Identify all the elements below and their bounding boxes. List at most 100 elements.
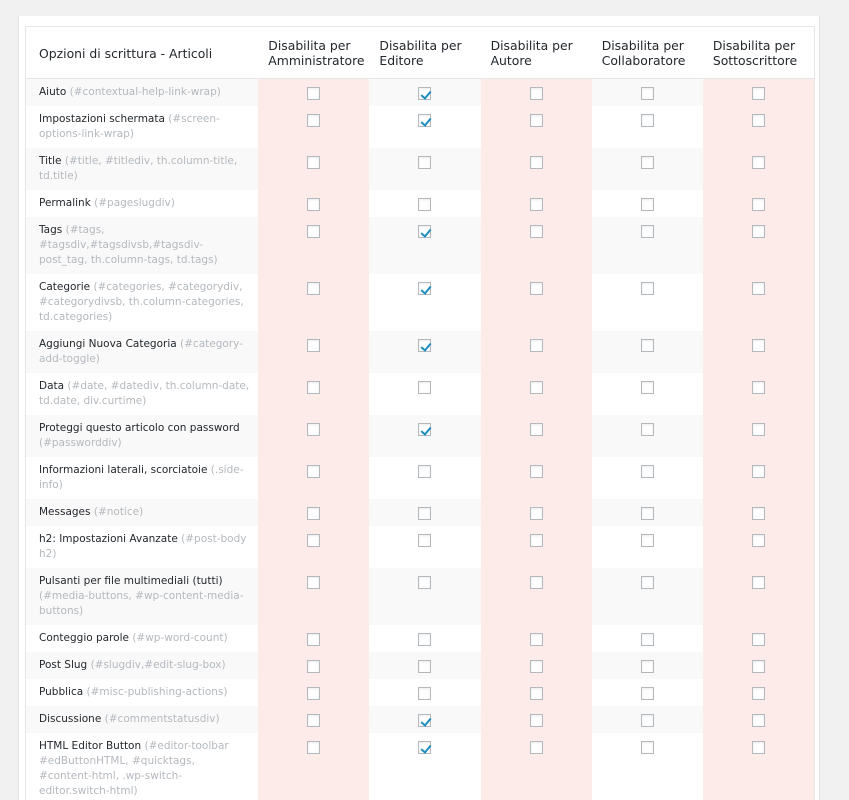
disable-administrator-checkbox[interactable] — [307, 282, 321, 295]
disable-administrator-checkbox[interactable] — [307, 339, 321, 352]
disable-administrator-checkbox[interactable] — [307, 225, 321, 238]
disable-contributor-checkbox[interactable] — [640, 534, 654, 547]
disable-editor-checkbox[interactable] — [418, 156, 432, 169]
disable-contributor-checkbox[interactable] — [640, 660, 654, 673]
disable-editor-checkbox[interactable] — [418, 687, 432, 700]
disable-administrator-checkbox[interactable] — [307, 576, 321, 589]
disable-author-checkbox[interactable] — [529, 423, 543, 436]
disable-author-checkbox[interactable] — [529, 282, 543, 295]
disable-contributor-checkbox[interactable] — [640, 339, 654, 352]
disable-administrator-checkbox[interactable] — [307, 741, 321, 754]
disable-editor-checkbox[interactable] — [418, 114, 432, 127]
disable-editor-checkbox[interactable] — [418, 660, 432, 673]
disable-contributor-checkbox[interactable] — [640, 741, 654, 754]
disable-editor-checkbox[interactable] — [418, 633, 432, 646]
disable-administrator-checkbox[interactable] — [307, 114, 321, 127]
disable-subscriber-checkbox[interactable] — [751, 198, 765, 211]
disable-subscriber-checkbox[interactable] — [751, 507, 765, 520]
disable-editor-checkbox[interactable] — [418, 534, 432, 547]
disable-contributor-checkbox[interactable] — [640, 633, 654, 646]
disable-contributor-checkbox[interactable] — [640, 225, 654, 238]
disable-administrator-checkbox[interactable] — [307, 633, 321, 646]
disable-author-checkbox[interactable] — [529, 633, 543, 646]
disable-subscriber-checkbox[interactable] — [751, 282, 765, 295]
role-cell-contributor — [591, 148, 703, 190]
disable-editor-checkbox[interactable] — [418, 87, 432, 100]
disable-administrator-checkbox[interactable] — [307, 507, 321, 520]
disable-subscriber-checkbox[interactable] — [751, 660, 765, 673]
disable-contributor-checkbox[interactable] — [640, 507, 654, 520]
disable-administrator-checkbox[interactable] — [307, 423, 321, 436]
disable-author-checkbox[interactable] — [529, 741, 543, 754]
disable-subscriber-checkbox[interactable] — [751, 714, 765, 727]
disable-administrator-checkbox[interactable] — [307, 87, 321, 100]
disable-author-checkbox[interactable] — [529, 225, 543, 238]
role-cell-subscriber — [702, 568, 814, 625]
disable-contributor-checkbox[interactable] — [640, 198, 654, 211]
role-cell-editor — [369, 148, 481, 190]
disable-subscriber-checkbox[interactable] — [751, 87, 765, 100]
disable-editor-checkbox[interactable] — [418, 282, 432, 295]
disable-editor-checkbox[interactable] — [418, 423, 432, 436]
disable-subscriber-checkbox[interactable] — [751, 465, 765, 478]
disable-subscriber-checkbox[interactable] — [751, 225, 765, 238]
disable-administrator-checkbox[interactable] — [307, 534, 321, 547]
disable-subscriber-checkbox[interactable] — [751, 633, 765, 646]
disable-author-checkbox[interactable] — [529, 576, 543, 589]
disable-author-checkbox[interactable] — [529, 465, 543, 478]
disable-administrator-checkbox[interactable] — [307, 156, 321, 169]
option-cell: Categorie (#categories, #categorydiv, #c… — [26, 274, 259, 331]
disable-contributor-checkbox[interactable] — [640, 282, 654, 295]
disable-subscriber-checkbox[interactable] — [751, 339, 765, 352]
disable-subscriber-checkbox[interactable] — [751, 381, 765, 394]
disable-contributor-checkbox[interactable] — [640, 156, 654, 169]
disable-editor-checkbox[interactable] — [418, 741, 432, 754]
disable-editor-checkbox[interactable] — [418, 507, 432, 520]
disable-editor-checkbox[interactable] — [418, 465, 432, 478]
disable-contributor-checkbox[interactable] — [640, 465, 654, 478]
disable-author-checkbox[interactable] — [529, 714, 543, 727]
disable-contributor-checkbox[interactable] — [640, 687, 654, 700]
disable-administrator-checkbox[interactable] — [307, 687, 321, 700]
disable-author-checkbox[interactable] — [529, 156, 543, 169]
option-label: Categorie — [39, 281, 91, 293]
disable-editor-checkbox[interactable] — [418, 339, 432, 352]
disable-author-checkbox[interactable] — [529, 660, 543, 673]
disable-author-checkbox[interactable] — [529, 87, 543, 100]
disable-administrator-checkbox[interactable] — [307, 660, 321, 673]
disable-subscriber-checkbox[interactable] — [751, 114, 765, 127]
option-selector: (#categories, #categorydiv, #categorydiv… — [39, 281, 244, 323]
disable-editor-checkbox[interactable] — [418, 225, 432, 238]
disable-subscriber-checkbox[interactable] — [751, 423, 765, 436]
disable-contributor-checkbox[interactable] — [640, 423, 654, 436]
disable-author-checkbox[interactable] — [529, 339, 543, 352]
disable-editor-checkbox[interactable] — [418, 576, 432, 589]
option-selector: (#pageslugdiv) — [94, 197, 175, 209]
disable-author-checkbox[interactable] — [529, 381, 543, 394]
disable-subscriber-checkbox[interactable] — [751, 687, 765, 700]
disable-author-checkbox[interactable] — [529, 198, 543, 211]
disable-editor-checkbox[interactable] — [418, 198, 432, 211]
disable-administrator-checkbox[interactable] — [307, 381, 321, 394]
disable-administrator-checkbox[interactable] — [307, 465, 321, 478]
disable-author-checkbox[interactable] — [529, 687, 543, 700]
role-cell-editor — [369, 526, 481, 568]
disable-subscriber-checkbox[interactable] — [751, 576, 765, 589]
disable-author-checkbox[interactable] — [529, 114, 543, 127]
option-cell: h2: Impostazioni Avanzate (#post-body h2… — [26, 526, 259, 568]
disable-administrator-checkbox[interactable] — [307, 198, 321, 211]
disable-subscriber-checkbox[interactable] — [751, 741, 765, 754]
disable-author-checkbox[interactable] — [529, 507, 543, 520]
disable-editor-checkbox[interactable] — [418, 381, 432, 394]
disable-administrator-checkbox[interactable] — [307, 714, 321, 727]
disable-contributor-checkbox[interactable] — [640, 576, 654, 589]
disable-contributor-checkbox[interactable] — [640, 381, 654, 394]
disable-contributor-checkbox[interactable] — [640, 714, 654, 727]
disable-contributor-checkbox[interactable] — [640, 114, 654, 127]
disable-subscriber-checkbox[interactable] — [751, 156, 765, 169]
disable-subscriber-checkbox[interactable] — [751, 534, 765, 547]
disable-contributor-checkbox[interactable] — [640, 87, 654, 100]
disable-editor-checkbox[interactable] — [418, 714, 432, 727]
disable-author-checkbox[interactable] — [529, 534, 543, 547]
table-row: Impostazioni schermata (#screen-options-… — [26, 106, 814, 148]
